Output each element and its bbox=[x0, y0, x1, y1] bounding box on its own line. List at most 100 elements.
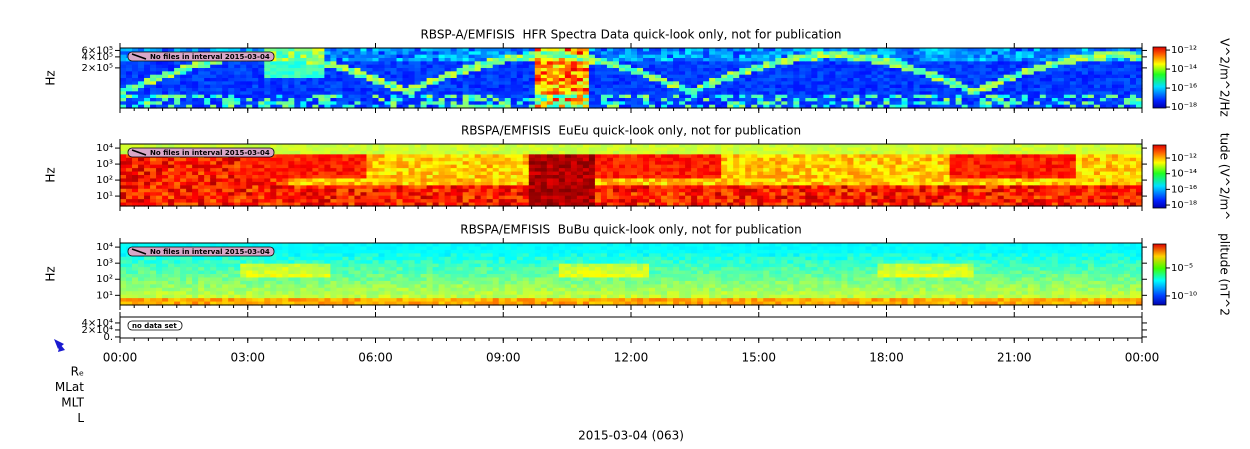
spectrogram-cell bbox=[360, 199, 368, 204]
spectrogram-cell bbox=[456, 84, 464, 89]
spectrogram-cell bbox=[312, 171, 319, 176]
spectrogram-cell bbox=[1123, 88, 1131, 92]
spectrogram-cell bbox=[739, 94, 746, 99]
spectrogram-cell bbox=[865, 61, 873, 66]
spectrogram-cell bbox=[138, 164, 145, 169]
spectrogram-cell bbox=[871, 81, 879, 86]
spectrogram-cell bbox=[246, 144, 253, 149]
spectrogram-cell bbox=[570, 192, 578, 197]
spectrogram-cell bbox=[432, 81, 440, 86]
spectrogram-cell bbox=[150, 48, 157, 52]
spectrogram-cell bbox=[673, 181, 680, 186]
spectrogram-cell bbox=[264, 168, 271, 173]
spectrogram-cell bbox=[324, 94, 332, 99]
spectrogram-cell bbox=[799, 91, 806, 96]
spectrogram-cell bbox=[180, 192, 187, 197]
spectrogram-cell bbox=[721, 175, 728, 180]
spectrogram-cell bbox=[372, 74, 380, 79]
spectrogram-cell bbox=[667, 78, 674, 82]
spectrogram-cell bbox=[631, 54, 638, 59]
spectrogram-cell bbox=[817, 101, 824, 106]
spectrogram-cell bbox=[961, 94, 969, 99]
spectrogram-cell bbox=[961, 58, 969, 62]
spectrogram-cell bbox=[426, 51, 434, 56]
spectrogram-cell bbox=[594, 61, 602, 66]
spectrogram-cell bbox=[1069, 104, 1077, 109]
spectrogram-cell bbox=[252, 71, 259, 76]
spectrogram-cell bbox=[264, 71, 271, 76]
spectrogram-cell bbox=[1039, 94, 1047, 99]
spectrogram-cell bbox=[132, 178, 139, 183]
spectrogram-cell bbox=[1003, 64, 1011, 69]
spectrogram-cell bbox=[240, 98, 247, 102]
spectrogram-cell bbox=[576, 157, 584, 162]
spectrogram-cell bbox=[480, 199, 488, 204]
spectrogram-cell bbox=[534, 150, 542, 155]
spectrogram-cell bbox=[132, 68, 139, 72]
spectrogram-cell bbox=[444, 150, 452, 155]
spectrogram-cell bbox=[456, 178, 464, 183]
spectrogram-cell bbox=[396, 150, 404, 155]
spectrogram-cell bbox=[378, 154, 386, 159]
spectrogram-cell bbox=[691, 88, 698, 92]
spectrogram-cell bbox=[228, 175, 235, 180]
spectrogram-cell bbox=[402, 84, 410, 89]
spectrogram-cell bbox=[402, 150, 410, 155]
spectrogram-cell bbox=[486, 91, 494, 96]
spectrogram-cell bbox=[318, 68, 325, 72]
spectrogram-cell bbox=[1105, 81, 1113, 86]
spectrogram-cell bbox=[1039, 58, 1047, 62]
spectrogram-cell bbox=[612, 178, 620, 183]
spectrogram-cell bbox=[540, 171, 548, 176]
spectrogram-cell bbox=[637, 175, 644, 180]
spectrogram-cell bbox=[805, 91, 812, 96]
spectrogram-cell bbox=[324, 161, 332, 166]
spectrogram-cell bbox=[288, 78, 295, 82]
spectrogram-cell bbox=[300, 150, 307, 155]
spectrogram-cell bbox=[144, 185, 151, 190]
spectrogram-cell bbox=[588, 81, 596, 86]
spectrogram-cell bbox=[606, 164, 614, 169]
spectrogram-cell bbox=[1099, 88, 1107, 92]
spectrogram-cell bbox=[324, 61, 332, 66]
spectrogram-cell bbox=[264, 64, 271, 69]
spectrogram-cell bbox=[342, 178, 350, 183]
spectrogram-cell bbox=[997, 98, 1005, 102]
spectrogram-cell bbox=[1093, 58, 1101, 62]
spectrogram-cell bbox=[757, 98, 764, 102]
spectrogram-cell bbox=[366, 154, 374, 159]
spectrogram-cell bbox=[228, 94, 235, 99]
spectrogram-cell bbox=[534, 54, 542, 59]
spectrogram-cell bbox=[420, 175, 428, 180]
spectrogram-cell bbox=[1117, 74, 1125, 79]
spectrogram-cell bbox=[637, 48, 644, 52]
spectrogram-cell bbox=[480, 98, 488, 102]
spectrogram-cell bbox=[655, 48, 662, 52]
spectrogram-cell bbox=[1099, 101, 1107, 106]
spectrogram-cell bbox=[661, 74, 668, 79]
spectrogram-cell bbox=[685, 168, 692, 173]
spectrogram-cell bbox=[631, 195, 638, 200]
spectrogram-cell bbox=[919, 68, 927, 72]
spectrogram-cell bbox=[288, 68, 295, 72]
spectrogram-cell bbox=[637, 54, 644, 59]
spectrogram-cell bbox=[270, 192, 277, 197]
spectrogram-cell bbox=[618, 195, 626, 200]
spectrogram-cell bbox=[450, 202, 458, 207]
spectrogram-cell bbox=[132, 171, 139, 176]
spectrogram-cell bbox=[643, 195, 650, 200]
spectrogram-cell bbox=[126, 91, 133, 96]
spectrogram-cell bbox=[270, 202, 277, 207]
spectrogram-cell bbox=[853, 91, 861, 96]
spectrogram-cell bbox=[138, 171, 145, 176]
spectrogram-cell bbox=[961, 104, 969, 109]
spectrogram-cell bbox=[204, 168, 211, 173]
spectrogram-cell bbox=[408, 185, 416, 190]
spectrogram-cell bbox=[240, 199, 247, 204]
spectrogram-cell bbox=[925, 74, 933, 79]
spectrogram-cell bbox=[324, 202, 332, 207]
spectrogram-cell bbox=[649, 202, 656, 207]
spectrogram-cell bbox=[1039, 61, 1047, 66]
spectrogram-cell bbox=[408, 74, 416, 79]
spectrogram-cell bbox=[378, 81, 386, 86]
